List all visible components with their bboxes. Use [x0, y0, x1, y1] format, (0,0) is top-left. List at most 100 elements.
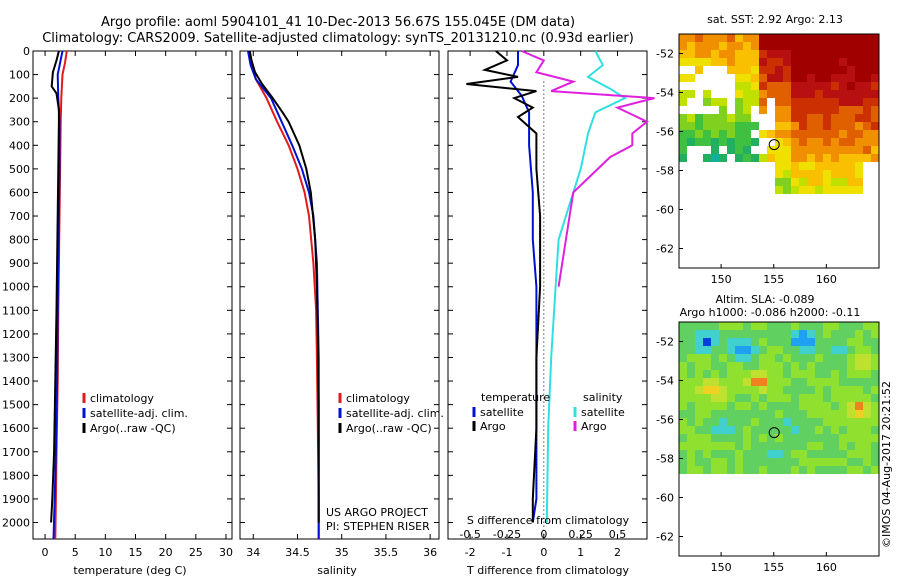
sla-cell	[679, 426, 687, 434]
sla-cell	[695, 426, 703, 434]
sla-cell	[823, 418, 831, 426]
sst-cell	[807, 122, 815, 130]
sla-cell	[767, 394, 775, 402]
sst-cell	[791, 106, 799, 114]
sla-cell	[751, 322, 759, 330]
sla-cell	[815, 378, 823, 386]
sst-cell	[727, 130, 735, 138]
sla-cell	[711, 450, 719, 458]
sla-cell	[847, 450, 855, 458]
difference-frame	[447, 50, 648, 540]
sst-cell	[783, 130, 791, 138]
sla-cell	[679, 370, 687, 378]
sla-cell	[871, 330, 879, 338]
sst-cell	[703, 34, 711, 42]
sst-cell	[791, 154, 799, 162]
sst-cell	[815, 58, 823, 66]
series-line	[521, 50, 655, 287]
sla-cell	[871, 370, 879, 378]
sst-cell	[679, 42, 687, 50]
legend-label: satellite	[581, 406, 625, 419]
sst-cell	[847, 74, 855, 82]
sst-cell	[743, 90, 751, 98]
sst-cell	[791, 34, 799, 42]
sla-cell	[759, 450, 767, 458]
sst-cell	[799, 162, 807, 170]
sla-cell	[783, 434, 791, 442]
sla-cell	[839, 394, 847, 402]
sla-cell	[783, 402, 791, 410]
sla-cell	[863, 450, 871, 458]
sla-cell	[791, 402, 799, 410]
sst-cell	[783, 186, 791, 194]
sla-cell	[735, 394, 743, 402]
sst-cell	[687, 50, 695, 58]
sst-cell	[767, 74, 775, 82]
sla-cell	[743, 410, 751, 418]
s-tick-label: -0.5	[459, 528, 480, 541]
sst-cell	[783, 82, 791, 90]
depth-tick-label: 700	[9, 210, 30, 223]
sst-cell	[823, 58, 831, 66]
sst-cell	[871, 74, 879, 82]
x-tick-label: 25	[189, 546, 203, 559]
sla-cell	[807, 330, 815, 338]
sla-cell	[783, 378, 791, 386]
x-tick-label: -1	[501, 546, 512, 559]
sla-cell	[807, 418, 815, 426]
sla-cell	[855, 466, 863, 474]
salinity-annotation-pi: PI: STEPHEN RISER	[326, 520, 430, 533]
sla-cell	[687, 322, 695, 330]
sla-cell	[711, 434, 719, 442]
sst-cell	[839, 138, 847, 146]
sst-cell	[831, 186, 839, 194]
sla-cell	[839, 418, 847, 426]
sla-cell	[863, 322, 871, 330]
sla-cell	[791, 346, 799, 354]
sst-cell	[807, 66, 815, 74]
sla-cell	[783, 362, 791, 370]
legend-label: Argo(..raw -QC)	[346, 422, 432, 435]
sla-cell	[823, 410, 831, 418]
sla-cell	[799, 402, 807, 410]
sla-cell	[831, 434, 839, 442]
sla-cell	[807, 338, 815, 346]
sla-cell	[735, 466, 743, 474]
sla-cell	[783, 410, 791, 418]
sla-cell	[831, 322, 839, 330]
sst-cell	[743, 106, 751, 114]
sst-cell	[863, 106, 871, 114]
sst-cell	[711, 130, 719, 138]
sla-cell	[871, 410, 879, 418]
sla-cell	[719, 346, 727, 354]
sla-cell	[775, 370, 783, 378]
sla-cell	[799, 362, 807, 370]
sla-cell	[743, 434, 751, 442]
sla-cell	[783, 386, 791, 394]
sla-cell	[791, 450, 799, 458]
sst-cell	[735, 154, 743, 162]
sla-cell	[759, 346, 767, 354]
sst-cell	[815, 114, 823, 122]
sla-cell	[831, 442, 839, 450]
temperature-lines	[50, 50, 68, 540]
sla-cell	[863, 330, 871, 338]
sst-cell	[783, 66, 791, 74]
sla-cell	[743, 346, 751, 354]
sst-cell	[815, 146, 823, 154]
sst-cell	[759, 154, 767, 162]
sst-cell	[855, 114, 863, 122]
sst-cell	[679, 58, 687, 66]
salinity-annotation-project: US ARGO PROJECT	[326, 506, 428, 519]
sst-cell	[735, 90, 743, 98]
sst-cell	[687, 74, 695, 82]
sla-cell	[775, 450, 783, 458]
sla-cell	[807, 362, 815, 370]
sst-cell	[703, 154, 711, 162]
sla-cell	[823, 330, 831, 338]
sla-cell	[687, 394, 695, 402]
sst-cell	[743, 122, 751, 130]
sla-cell	[727, 346, 735, 354]
sla-cell	[839, 330, 847, 338]
sst-cell	[855, 58, 863, 66]
